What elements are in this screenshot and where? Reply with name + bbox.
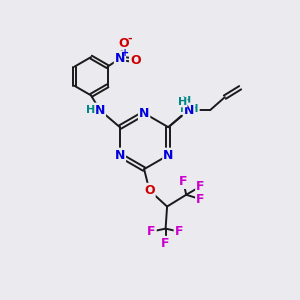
Text: O: O	[130, 54, 141, 67]
Text: F: F	[147, 225, 156, 238]
Text: H: H	[178, 97, 187, 107]
Text: -: -	[127, 34, 132, 44]
Text: O: O	[144, 184, 155, 197]
Text: F: F	[179, 175, 188, 188]
Text: F: F	[161, 237, 170, 250]
Text: N: N	[115, 149, 125, 162]
Text: F: F	[196, 193, 205, 206]
Text: +: +	[121, 47, 129, 58]
Text: O: O	[118, 37, 129, 50]
Text: N: N	[139, 107, 149, 120]
Text: N: N	[115, 52, 125, 65]
Text: N: N	[95, 103, 105, 117]
Text: N: N	[184, 103, 194, 117]
Text: N: N	[163, 149, 173, 162]
Text: F: F	[175, 225, 183, 238]
Text: H: H	[86, 105, 96, 115]
Text: F: F	[196, 180, 205, 193]
Text: H: H	[182, 96, 191, 106]
Text: NH: NH	[180, 104, 199, 114]
